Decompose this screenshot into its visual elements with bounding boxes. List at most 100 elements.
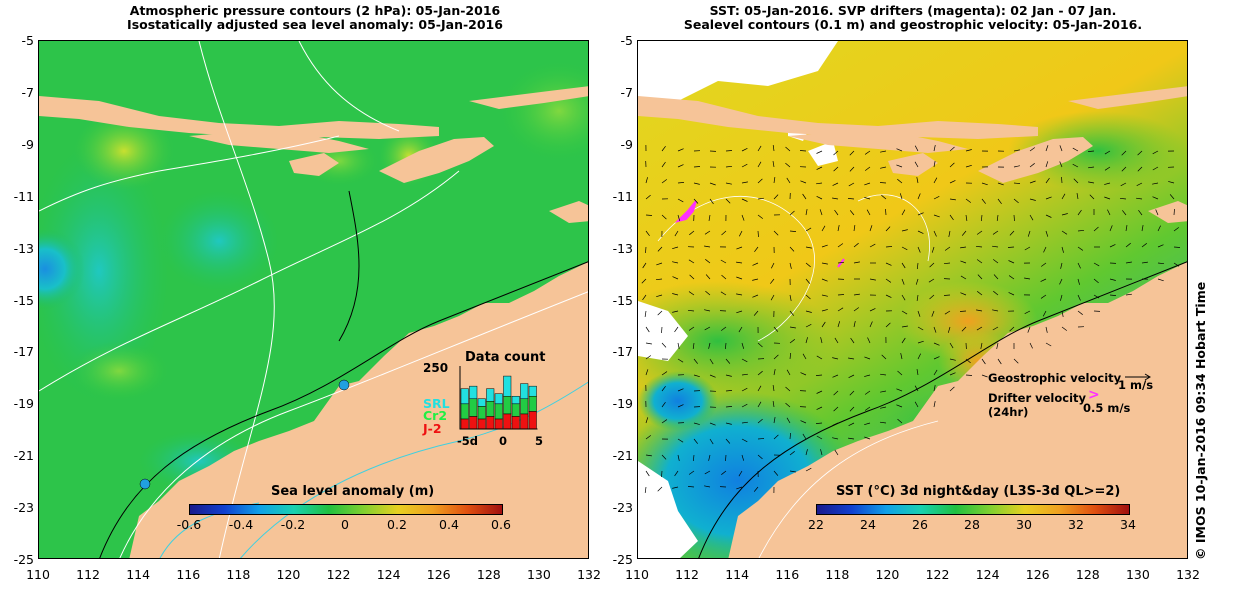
velocity-arrow bbox=[816, 355, 823, 360]
velocity-arrow bbox=[944, 246, 951, 251]
geo-velocity-arrow-icon bbox=[1125, 373, 1151, 381]
velocity-arrow bbox=[949, 386, 955, 392]
velocity-arrow bbox=[661, 342, 667, 348]
velocity-arrow bbox=[976, 309, 983, 312]
velocity-arrow bbox=[689, 274, 695, 280]
velocity-arrow bbox=[960, 260, 967, 264]
data-count-bar-srl bbox=[477, 398, 486, 407]
velocity-arrow bbox=[709, 374, 716, 378]
velocity-arrow bbox=[708, 214, 711, 221]
velocity-arrow bbox=[1027, 230, 1031, 237]
colorbar-tick-label: 0.2 bbox=[387, 517, 407, 532]
lat-tick-label: -9 bbox=[620, 136, 633, 152]
velocity-arrow bbox=[677, 198, 684, 203]
velocity-arrow bbox=[674, 230, 679, 237]
velocity-arrow bbox=[833, 390, 839, 396]
velocity-arrow bbox=[757, 178, 763, 184]
velocity-arrow bbox=[709, 182, 716, 186]
velocity-arrow bbox=[917, 310, 921, 317]
velocity-arrow bbox=[864, 356, 871, 360]
velocity-arrow bbox=[789, 262, 792, 269]
velocity-arrow bbox=[645, 326, 650, 333]
velocity-arrow bbox=[869, 225, 873, 232]
velocity-arrow bbox=[789, 339, 796, 344]
velocity-arrow bbox=[687, 486, 695, 488]
velocity-arrow bbox=[656, 294, 663, 298]
velocity-arrow bbox=[736, 293, 743, 296]
velocity-arrow bbox=[916, 262, 919, 270]
velocity-arrow bbox=[832, 197, 839, 200]
velocity-arrow bbox=[853, 293, 860, 296]
velocity-arrow bbox=[1136, 197, 1143, 200]
velocity-arrow bbox=[1152, 196, 1159, 200]
velocity-arrow bbox=[965, 214, 968, 221]
velocity-arrow bbox=[933, 356, 940, 360]
velocity-arrow bbox=[672, 276, 679, 280]
velocity-arrow bbox=[931, 246, 935, 253]
velocity-arrow bbox=[770, 278, 775, 284]
velocity-arrow bbox=[725, 150, 733, 152]
velocity-arrow bbox=[881, 354, 887, 360]
velocity-arrow bbox=[786, 177, 791, 184]
geo-velocity-label: Geostrophic velocity bbox=[988, 371, 1122, 385]
velocity-arrow bbox=[853, 321, 856, 328]
velocity-arrow bbox=[741, 181, 748, 184]
velocity-arrow bbox=[721, 470, 727, 475]
velocity-arrow bbox=[864, 422, 871, 426]
velocity-arrow bbox=[848, 182, 855, 187]
velocity-arrow bbox=[933, 230, 937, 237]
velocity-arrow bbox=[736, 486, 743, 490]
lon-tick-label: 114 bbox=[725, 567, 750, 582]
velocity-arrow bbox=[757, 454, 763, 460]
velocity-arrow bbox=[1072, 163, 1079, 168]
velocity-arrow bbox=[656, 262, 663, 266]
velocity-arrow bbox=[789, 451, 795, 456]
velocity-arrow bbox=[657, 310, 663, 316]
velocity-arrow bbox=[1155, 209, 1159, 216]
velocity-arrow bbox=[1093, 294, 1100, 299]
velocity-arrow bbox=[821, 321, 826, 328]
velocity-arrow bbox=[1125, 293, 1132, 296]
velocity-arrow bbox=[1104, 166, 1111, 171]
velocity-arrow bbox=[832, 374, 839, 378]
velocity-arrow bbox=[688, 326, 695, 331]
drifter-velocity-label: Drifter velocity bbox=[988, 391, 1087, 405]
velocity-arrow bbox=[725, 374, 732, 377]
lat-tick-label: -23 bbox=[13, 500, 34, 516]
velocity-arrow bbox=[1060, 262, 1063, 269]
colorbar-tick-label: 30 bbox=[1016, 517, 1032, 532]
velocity-arrow bbox=[1060, 294, 1063, 301]
velocity-arrow bbox=[642, 262, 647, 269]
velocity-arrow bbox=[741, 163, 748, 168]
velocity-arrow bbox=[1121, 150, 1127, 156]
velocity-arrow bbox=[897, 370, 903, 376]
velocity-arrow bbox=[725, 406, 733, 408]
velocity-arrow bbox=[821, 225, 826, 232]
velocity-arrow bbox=[1024, 310, 1031, 315]
velocity-arrow bbox=[1125, 242, 1131, 248]
velocity-arrow bbox=[976, 326, 983, 331]
velocity-arrow bbox=[741, 403, 748, 408]
velocity-arrow bbox=[773, 326, 779, 332]
velocity-arrow bbox=[805, 310, 812, 313]
velocity-arrow bbox=[997, 182, 1004, 186]
velocity-arrow bbox=[965, 198, 972, 203]
velocity-arrow bbox=[741, 342, 745, 349]
velocity-arrow bbox=[821, 309, 828, 312]
sst-map bbox=[638, 41, 1187, 558]
velocity-arrow bbox=[897, 418, 903, 424]
velocity-arrow bbox=[992, 309, 999, 312]
velocity-arrow bbox=[832, 357, 839, 360]
velocity-arrow bbox=[880, 150, 887, 153]
velocity-arrow bbox=[1040, 262, 1047, 267]
velocity-arrow bbox=[819, 209, 823, 216]
velocity-arrow bbox=[943, 294, 951, 296]
lat-tick-label: -5 bbox=[21, 33, 34, 48]
velocity-arrow bbox=[997, 358, 1002, 365]
velocity-arrow bbox=[1061, 193, 1066, 200]
velocity-arrow bbox=[689, 230, 695, 236]
velocity-arrow bbox=[642, 294, 647, 301]
velocity-arrow bbox=[789, 352, 792, 360]
velocity-arrow bbox=[914, 385, 919, 392]
velocity-arrow bbox=[645, 246, 647, 254]
